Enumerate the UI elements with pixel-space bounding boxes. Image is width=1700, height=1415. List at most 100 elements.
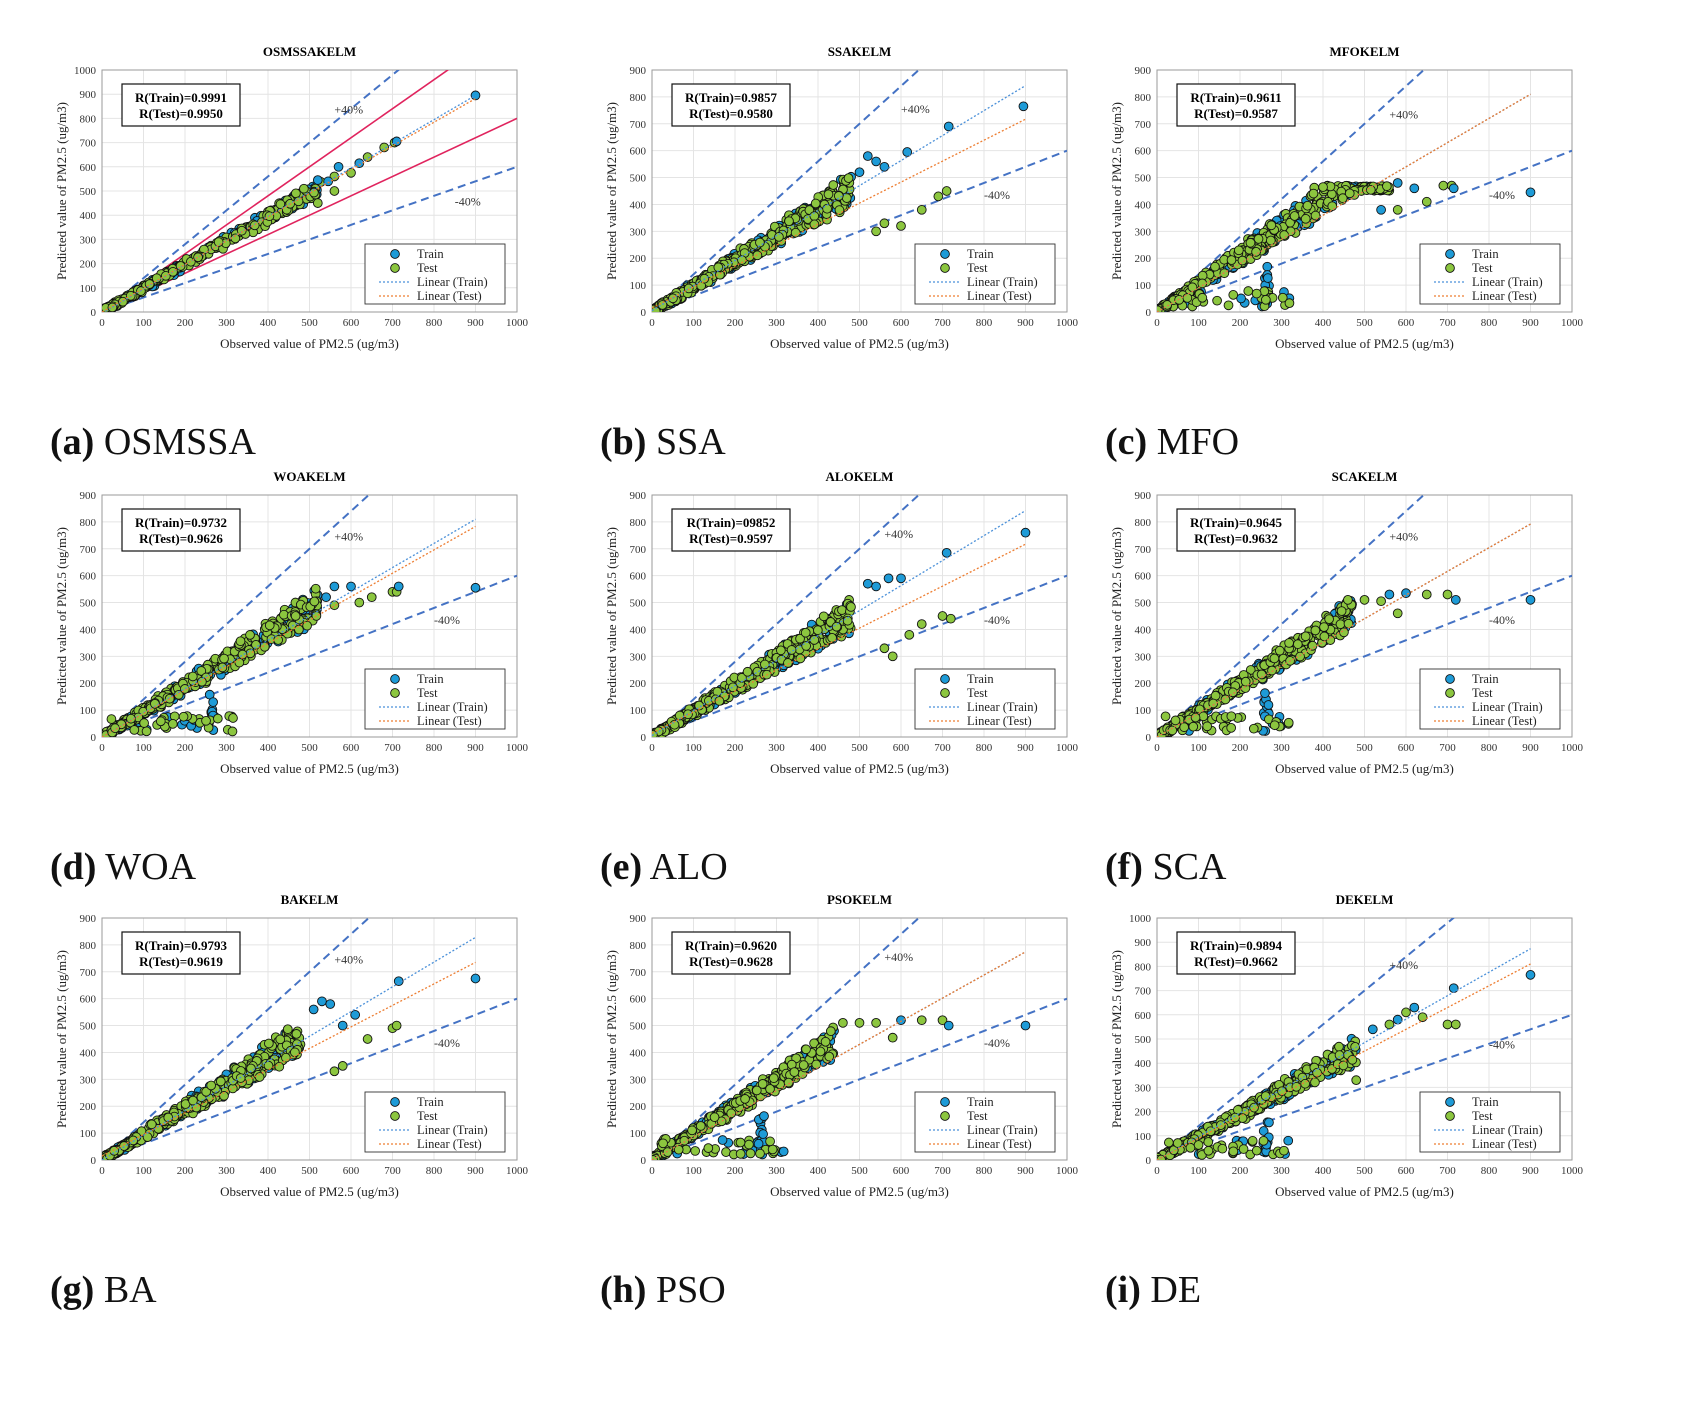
test-point [812,625,823,636]
y-tick-label: 1000 [1129,913,1152,925]
test-point [155,716,166,727]
caption-name: SCA [1142,846,1227,888]
test-point [1208,698,1219,709]
test-point [937,611,948,621]
legend-label: Linear (Test) [417,289,482,303]
x-tick-label: 500 [1356,1165,1373,1177]
test-point [235,636,246,647]
test-point [126,713,136,724]
r-train-text: R(Train)=0.9857 [685,90,778,105]
plot-area [102,70,517,312]
test-point [1251,288,1262,299]
test-point [236,225,247,236]
train-point [312,175,323,185]
plus-40-line [1157,918,1456,1160]
train-point [871,156,881,167]
test-point [1392,204,1403,215]
caption-name: SSA [646,421,726,463]
test-point [1327,201,1338,212]
legend-label: Linear (Test) [417,1137,482,1151]
train-point [862,151,873,161]
test-point [193,252,203,263]
legend-box [364,1091,506,1153]
y-tick-label: 500 [1135,1034,1152,1046]
minus-40-line [652,574,1067,737]
train-point [717,1135,728,1145]
y-axis-label: Predicted value of PM2.5 (ug/m3) [1109,527,1124,705]
x-axis-label: Observed value of PM2.5 (ug/m3) [220,761,399,776]
x-tick-label: 300 [218,742,235,754]
test-point [1307,640,1318,651]
x-tick-label: 700 [934,1165,951,1177]
test-point [843,173,854,183]
chart-panel-h: PSOKELM 0 100 200 300 400 500 600 700 800 900 1000 0… [550,878,1090,1318]
x-tick-label: 400 [810,742,827,754]
r-train-text: R(Train)=0.9991 [135,90,227,105]
test-point [1269,720,1280,731]
x-axis-label: Observed value of PM2.5 (ug/m3) [770,336,949,351]
x-tick-label: 900 [467,1165,484,1177]
y-axis-label: Predicted value of PM2.5 (ug/m3) [54,950,69,1128]
x-tick-label: 300 [218,1165,235,1177]
r-test-text: R(Test)=0.9632 [1194,531,1278,546]
test-point [282,1024,293,1035]
x-tick-label: 0 [649,742,655,754]
plus-40-label: +40% [884,527,913,541]
test-point [1344,188,1355,199]
legend-label: Train [1472,672,1499,686]
x-tick-label: 100 [1190,317,1207,329]
y-tick-label: 0 [91,732,97,744]
test-point [751,1085,762,1096]
legend-marker [1445,674,1455,684]
test-point [916,619,927,629]
x-tick-label: 400 [810,317,827,329]
y-tick-label: 300 [1135,651,1152,663]
test-point [310,583,321,594]
y-tick-label: 900 [80,913,97,925]
y-tick-label: 300 [630,651,647,663]
linear-test-line [1157,93,1531,312]
x-tick-label: 500 [851,742,868,754]
test-point [825,1026,836,1037]
legend-marker [390,674,400,684]
legend-box [1419,243,1561,305]
legend-label: Test [967,686,988,700]
test-point [937,1015,948,1026]
test-point [941,186,952,196]
x-tick-label: 700 [934,742,951,754]
test-point [1220,694,1231,705]
x-tick-label: 0 [649,317,655,329]
test-point [1300,631,1311,642]
test-point [916,204,927,215]
legend-marker [390,249,400,259]
test-point [1376,596,1386,607]
plot-frame [1156,917,1573,1161]
x-tick-label: 400 [1315,317,1332,329]
chart-panel-f: SCAKELM 0 100 200 300 400 500 600 700 800 900 1000 0… [1055,455,1595,895]
x-tick-label: 1000 [1561,1165,1584,1177]
test-point [196,666,207,676]
x-tick-label: 200 [727,317,744,329]
test-point [281,1052,291,1063]
test-point [1248,723,1259,734]
r-train-text: R(Train)=0.9611 [1190,90,1281,105]
x-tick-label: 0 [1154,742,1160,754]
test-point [887,1032,898,1043]
x-tick-label: 900 [1017,317,1034,329]
x-tick-label: 700 [1439,317,1456,329]
test-point [709,1112,720,1123]
train-point [470,582,481,593]
test-point [1308,188,1319,199]
test-point [1179,722,1190,733]
train-point [896,1015,906,1026]
test-point [765,1136,775,1147]
x-axis-label: Observed value of PM2.5 (ug/m3) [770,761,949,776]
y-tick-label: 600 [1135,146,1152,158]
test-point [690,1146,701,1156]
train-point [1020,1020,1031,1031]
test-point [673,1144,684,1155]
test-point [227,726,238,737]
test-point [1310,210,1321,221]
